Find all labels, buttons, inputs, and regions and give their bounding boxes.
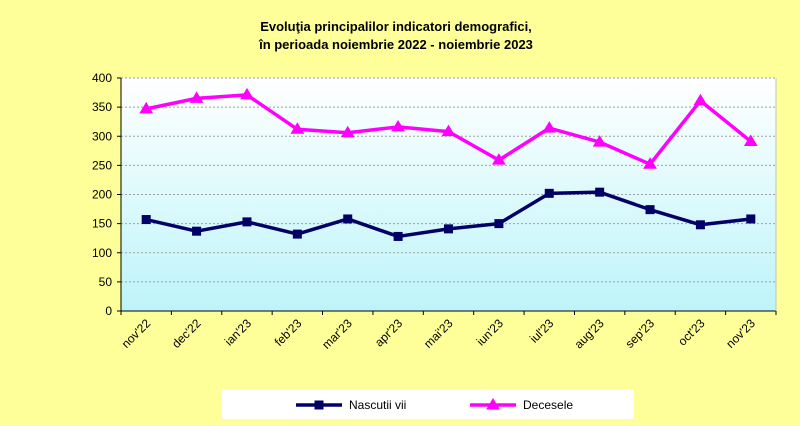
x-tick-label: oct'23 bbox=[675, 316, 708, 349]
data-point-triangle bbox=[743, 134, 758, 146]
data-point-square bbox=[544, 188, 554, 198]
data-point-square bbox=[645, 205, 655, 215]
data-point-square bbox=[292, 229, 302, 239]
data-point-triangle bbox=[592, 135, 607, 147]
data-point-square bbox=[695, 220, 705, 230]
x-tick-label: iun'23 bbox=[474, 316, 507, 349]
y-tick-label: 100 bbox=[92, 246, 112, 260]
x-tick-label: ian'23 bbox=[222, 316, 255, 349]
y-tick-label: 400 bbox=[92, 71, 112, 85]
data-point-square bbox=[314, 400, 324, 410]
x-tick-label: mar'23 bbox=[319, 316, 355, 352]
x-tick-label: aug'23 bbox=[572, 316, 607, 351]
legend: Nascutii vii Decesele bbox=[222, 389, 634, 419]
x-tick-label: dec'22 bbox=[169, 316, 204, 351]
data-point-square bbox=[444, 224, 453, 234]
data-point-triangle bbox=[486, 398, 500, 410]
x-tick-label: nov'22 bbox=[119, 316, 154, 351]
x-tick-label: iul'23 bbox=[527, 316, 557, 346]
y-tick-label: 250 bbox=[92, 158, 112, 172]
legend-label: Nascutii vii bbox=[349, 398, 406, 412]
data-point-triangle bbox=[492, 153, 506, 165]
data-point-triangle bbox=[189, 91, 204, 103]
y-tick-label: 150 bbox=[92, 217, 112, 231]
data-point-triangle bbox=[391, 119, 405, 132]
y-tick-label: 50 bbox=[99, 275, 113, 289]
y-tick-label: 300 bbox=[92, 129, 112, 143]
y-tick-label: 200 bbox=[92, 188, 112, 202]
data-point-triangle bbox=[441, 124, 456, 137]
plot-area: 0 50 100 150 200 250 300 350 400 nov'22 dec'22 ian'… bbox=[92, 71, 777, 352]
x-tick-label: nov'23 bbox=[723, 316, 758, 351]
data-point-triangle bbox=[240, 87, 254, 100]
chart-subtitle: în perioada noiembrie 2022 - noiembrie 2… bbox=[258, 37, 533, 52]
data-point-triangle bbox=[693, 93, 708, 106]
data-point-square bbox=[141, 215, 151, 225]
chart-title: Evoluţia principalilor indicatori demogr… bbox=[260, 19, 532, 34]
x-tick-label: mai'23 bbox=[421, 316, 456, 351]
y-tick-label: 0 bbox=[105, 304, 112, 318]
x-tick-label: apr'23 bbox=[372, 316, 405, 349]
x-tick-label: sep'23 bbox=[623, 316, 658, 351]
data-point-square bbox=[746, 214, 756, 224]
data-point-triangle bbox=[290, 122, 305, 134]
data-point-square bbox=[393, 231, 403, 241]
data-point-square bbox=[595, 187, 605, 197]
data-point-square bbox=[192, 226, 202, 236]
data-point-square bbox=[242, 217, 252, 227]
data-point-square bbox=[494, 219, 504, 229]
legend-label: Decesele bbox=[523, 398, 573, 412]
data-point-triangle bbox=[340, 125, 355, 138]
data-point-triangle bbox=[643, 157, 657, 169]
data-point-triangle bbox=[139, 101, 154, 114]
legend-box bbox=[222, 389, 634, 419]
data-point-triangle bbox=[542, 121, 557, 133]
x-tick-label: feb'23 bbox=[272, 316, 305, 349]
data-point-square bbox=[343, 214, 353, 224]
y-tick-label: 350 bbox=[92, 100, 112, 114]
